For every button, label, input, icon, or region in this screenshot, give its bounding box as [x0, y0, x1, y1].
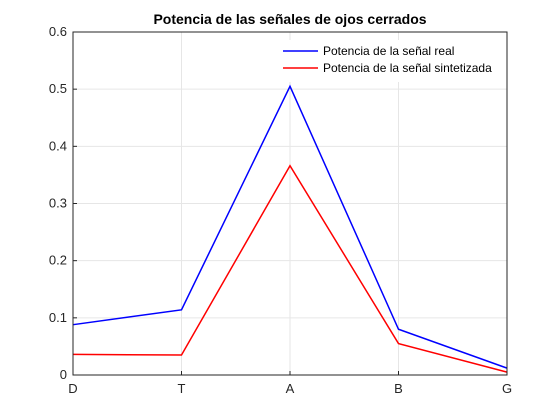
- y-axis-ticks: 0 0.1 0.2 0.3 0.4 0.5 0.6: [49, 24, 77, 382]
- y-tick-label: 0.3: [49, 196, 67, 211]
- series-line-synth: [72, 164, 508, 373]
- legend-box: [276, 40, 498, 82]
- legend-label-real: Potencia de la señal real: [323, 44, 454, 58]
- y-tick-label: 0.6: [49, 24, 67, 39]
- y-tick-label: 0.2: [49, 253, 67, 268]
- x-tick-label: T: [178, 381, 186, 396]
- x-tick-label: A: [286, 381, 295, 396]
- grid: [72, 31, 508, 376]
- y-tick-label: 0: [60, 367, 67, 382]
- x-tick-label: G: [502, 381, 512, 396]
- legend: Potencia de la señal real Potencia de la…: [276, 40, 498, 82]
- y-tick-label: 0.1: [49, 310, 67, 325]
- series-lines: [72, 84, 508, 373]
- y-tick-label: 0.4: [49, 138, 67, 153]
- chart-title: Potencia de las señales de ojos cerrados: [153, 11, 426, 27]
- series-line-real: [72, 84, 508, 369]
- x-tick-label: B: [394, 381, 403, 396]
- y-tick-label: 0.5: [49, 81, 67, 96]
- legend-label-synth: Potencia de la señal sintetizada: [323, 61, 492, 75]
- x-tick-label: D: [68, 381, 77, 396]
